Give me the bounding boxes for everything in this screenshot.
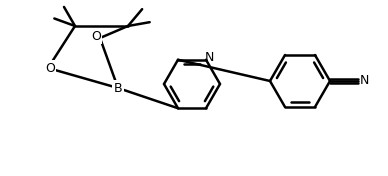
Text: O: O [91, 30, 101, 42]
Text: N: N [359, 74, 369, 87]
Text: B: B [114, 81, 122, 95]
Text: O: O [45, 61, 55, 74]
Text: N: N [204, 51, 214, 64]
